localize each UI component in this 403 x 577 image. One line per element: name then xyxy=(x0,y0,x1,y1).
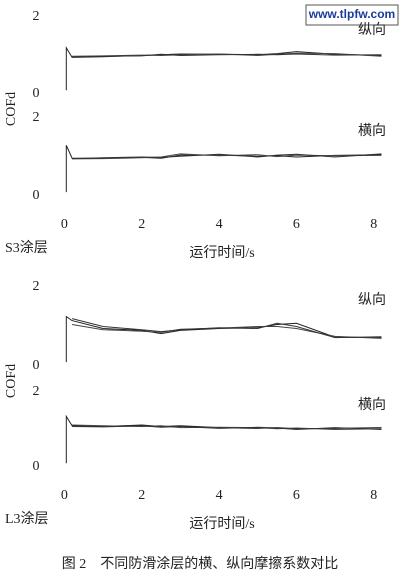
caption: 图 2 不同防滑涂层的横、纵向摩擦系数对比 xyxy=(62,555,339,572)
y-axis-label: COFd xyxy=(4,92,19,126)
annotation: 纵向 xyxy=(358,22,386,38)
data-line xyxy=(65,145,382,193)
y-tick-label: 0 xyxy=(33,459,40,474)
y-tick-label: 2 xyxy=(33,384,40,399)
x-tick-label: 6 xyxy=(293,217,300,232)
watermark: www.tlpfw.com xyxy=(308,7,395,21)
group-label: L3涂层 xyxy=(5,511,49,527)
data-line xyxy=(72,324,382,339)
y-tick-label: 2 xyxy=(33,279,40,294)
y-tick-label: 0 xyxy=(33,86,40,101)
x-tick-label: 8 xyxy=(370,488,377,503)
data-line xyxy=(72,153,382,160)
y-tick-label: 2 xyxy=(33,9,40,24)
x-tick-label: 0 xyxy=(61,488,68,503)
y-axis-label: COFd xyxy=(4,364,19,398)
y-tick-label: 0 xyxy=(33,358,40,373)
data-line xyxy=(65,46,382,91)
data-line xyxy=(65,315,382,363)
x-axis-label: 运行时间/s xyxy=(189,516,254,532)
data-line xyxy=(72,425,382,431)
y-tick-label: 2 xyxy=(33,110,40,125)
group-label: S3涂层 xyxy=(5,240,48,256)
annotation: 横向 xyxy=(358,123,386,139)
annotation: 纵向 xyxy=(358,292,386,308)
watermark-box xyxy=(305,4,399,26)
data-line xyxy=(72,53,382,58)
x-tick-label: 6 xyxy=(293,488,300,503)
data-line xyxy=(71,318,382,339)
x-tick-label: 0 xyxy=(61,217,68,232)
data-line xyxy=(72,52,382,57)
data-line xyxy=(65,414,382,464)
x-tick-label: 2 xyxy=(138,217,145,232)
y-tick-label: 0 xyxy=(33,188,40,203)
x-tick-label: 4 xyxy=(216,217,223,232)
x-tick-label: 2 xyxy=(138,488,145,503)
x-tick-label: 4 xyxy=(216,488,223,503)
x-tick-label: 8 xyxy=(370,217,377,232)
annotation: 横向 xyxy=(358,397,386,413)
x-axis-label: 运行时间/s xyxy=(189,245,254,261)
